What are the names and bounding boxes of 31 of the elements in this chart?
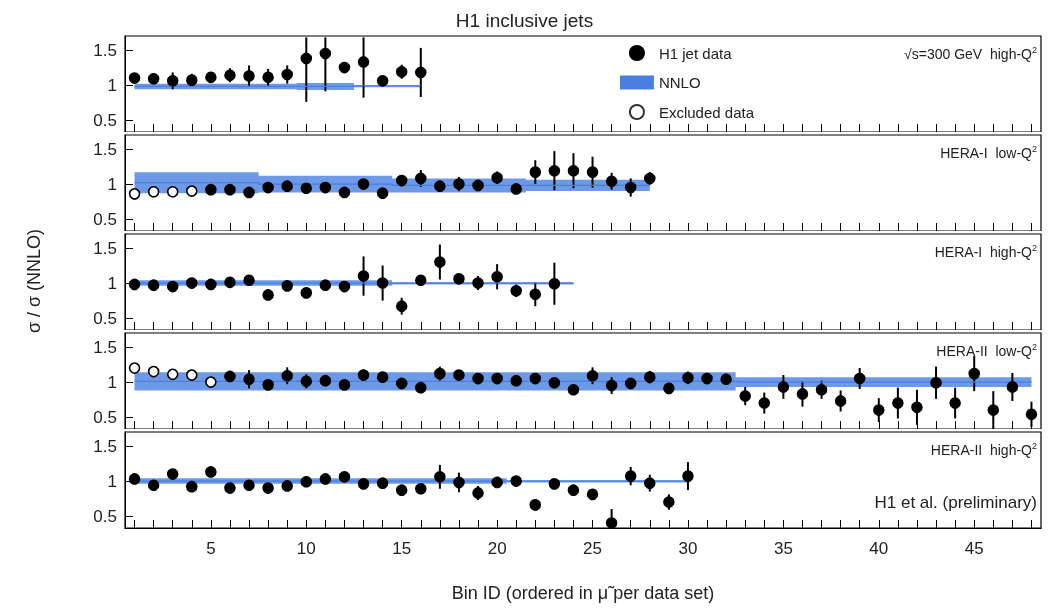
y-tick-label: 1 — [107, 372, 117, 392]
y-tick-label: 1 — [107, 174, 117, 194]
legend-label: NNLO — [658, 74, 701, 91]
x-axis-title: Bin ID (ordered in μ̃ per data set) — [451, 583, 715, 603]
legend-label: H1 jet data — [658, 44, 733, 62]
x-tick-label: 20 — [487, 539, 507, 558]
x-tick-label: 25 — [583, 539, 602, 558]
x-tick-label: 40 — [869, 539, 889, 558]
x-tick-label: 30 — [678, 539, 698, 558]
y-tick-label: 1.5 — [93, 40, 117, 60]
y-tick-label: 1.5 — [93, 337, 117, 357]
annotation: H1 et al. (preliminary) — [874, 493, 1038, 512]
y-tick-label: 0.5 — [93, 407, 117, 427]
y-tick-label: 1 — [107, 75, 117, 95]
y-tick-label: 0.5 — [93, 110, 117, 130]
x-tick-label: 10 — [296, 539, 316, 558]
y-tick-label: 0.5 — [93, 209, 117, 229]
y-tick-label: 1.5 — [93, 238, 117, 258]
x-tick-label: 5 — [206, 539, 216, 558]
y-tick-label: 1.5 — [93, 139, 117, 159]
y-tick-label: 1.5 — [93, 436, 117, 456]
y-tick-label: 1 — [107, 273, 117, 293]
chart-title: H1 inclusive jets — [455, 10, 594, 31]
y-tick-label: 0.5 — [93, 506, 117, 526]
y-tick-label: 1 — [107, 471, 117, 491]
y-axis-title: σ / σ (NNLO) — [23, 228, 45, 333]
x-tick-label: 45 — [964, 539, 984, 558]
x-tick-label: 15 — [392, 539, 412, 558]
text: Excluded data — [658, 103, 755, 121]
x-tick-label: 35 — [773, 539, 793, 558]
y-tick-label: 0.5 — [93, 308, 117, 328]
